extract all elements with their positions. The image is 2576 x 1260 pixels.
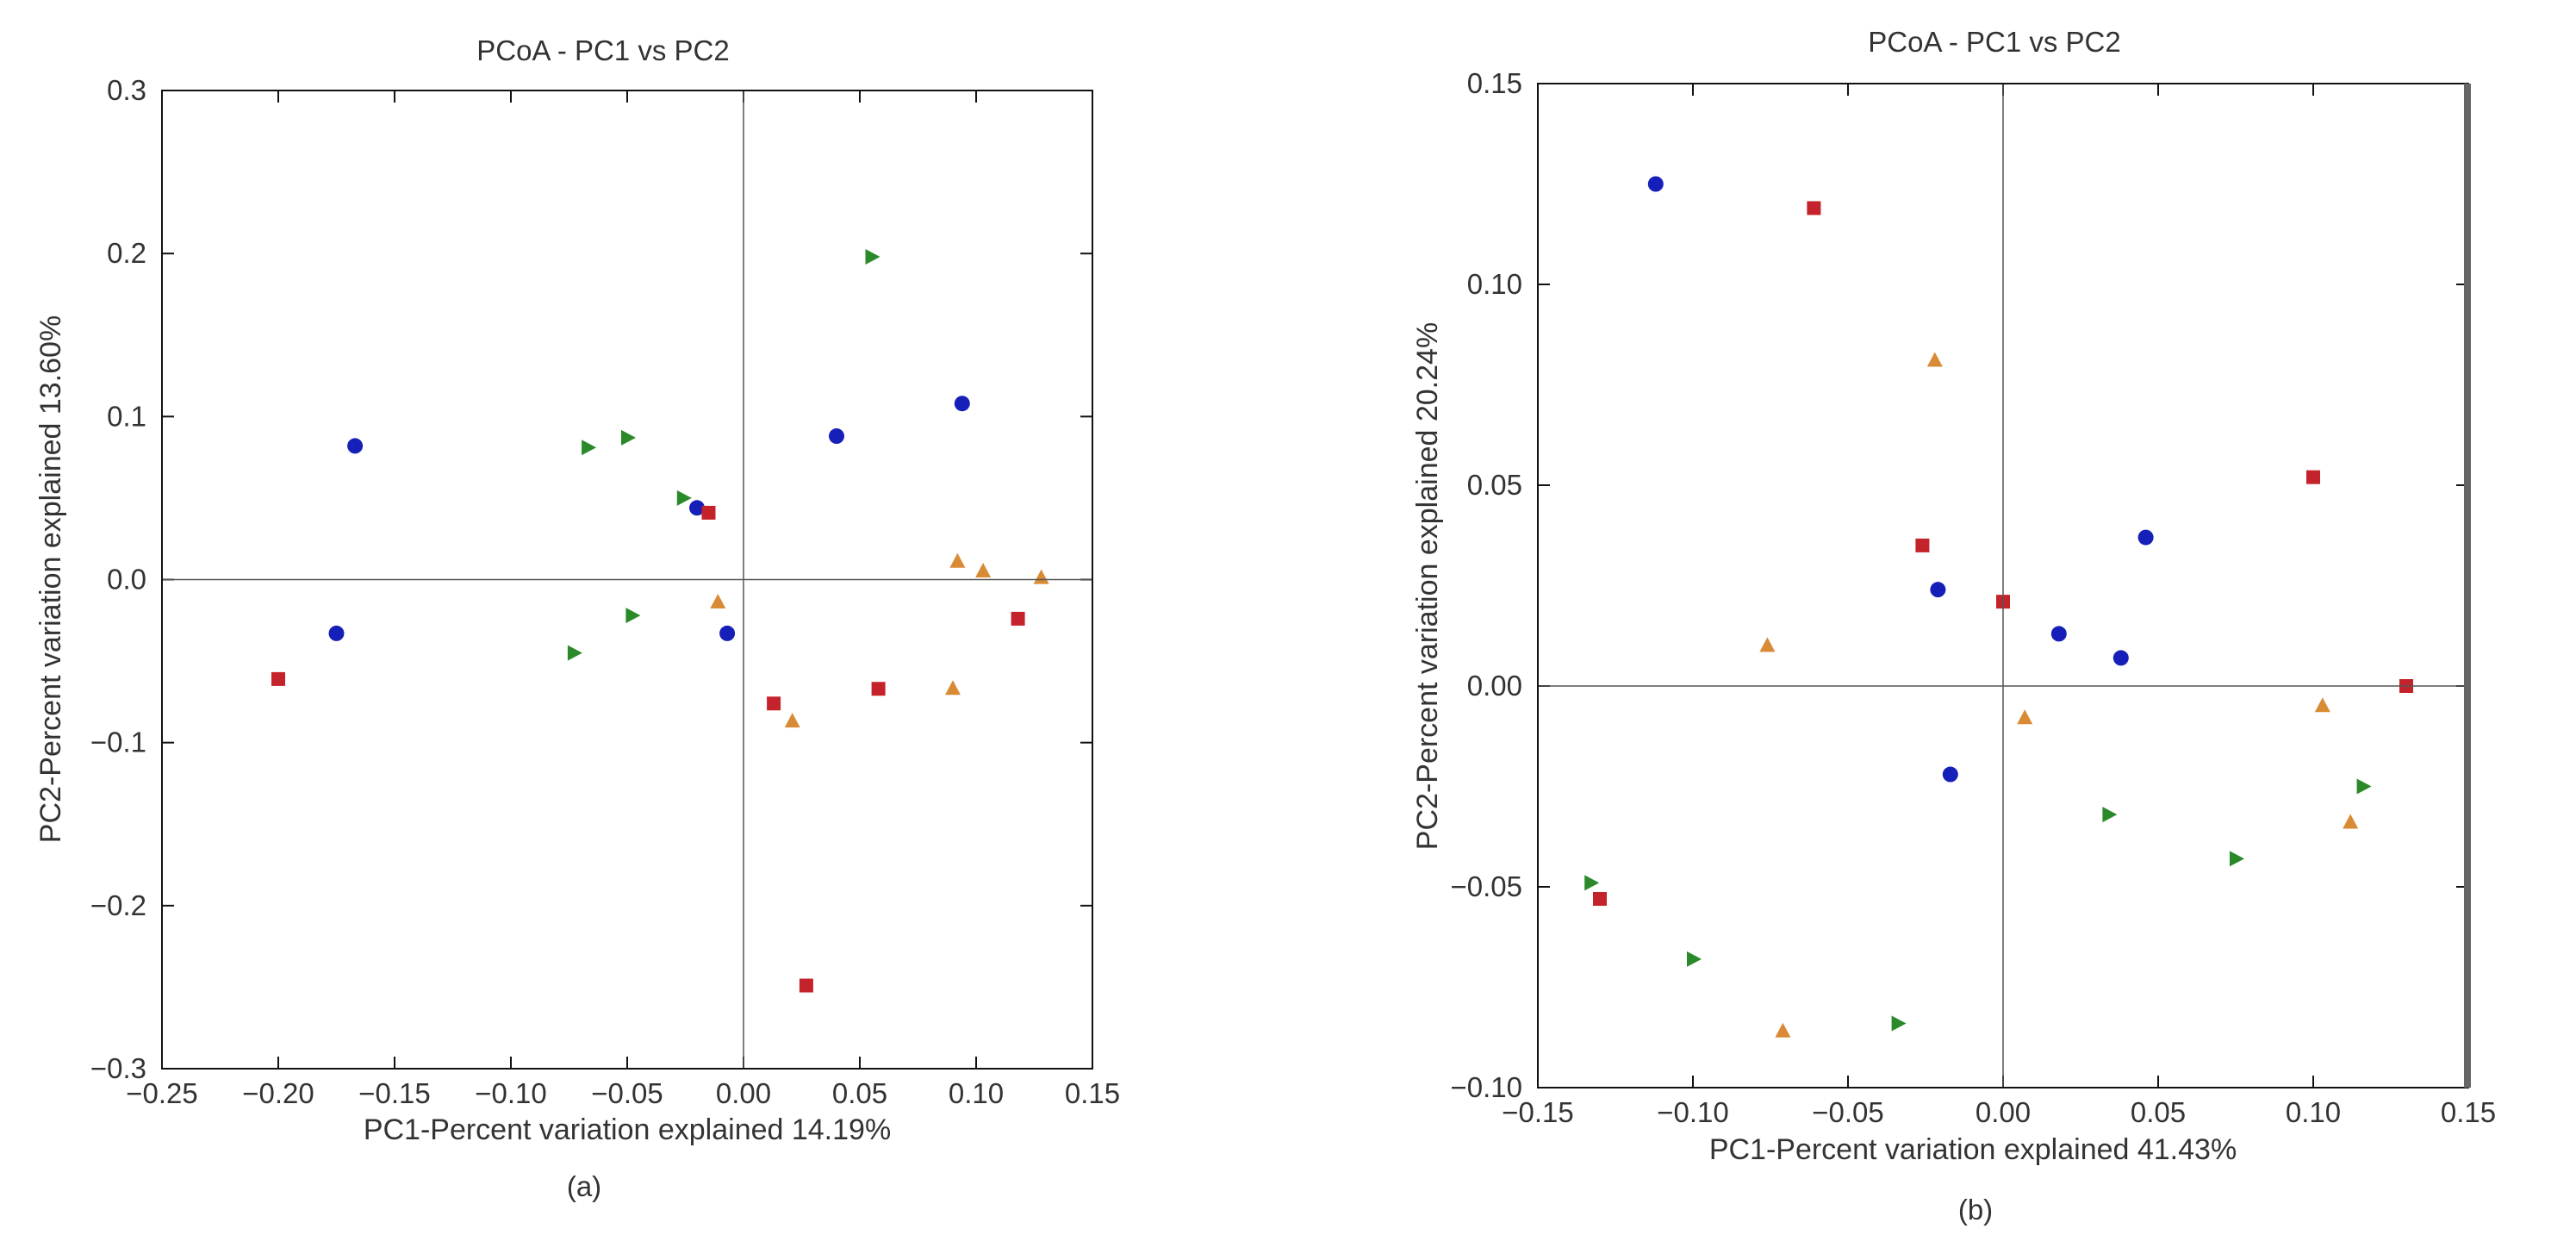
panel-a-point-triangle-up <box>949 552 966 568</box>
panel-a-xtick-label: 0.00 <box>716 1077 771 1109</box>
panel-a-point-triangle-right <box>865 248 880 265</box>
panel-b-point-triangle-up <box>1759 637 1776 652</box>
panel-b-xtick-label: −0.15 <box>1502 1096 1574 1128</box>
panel-a-point-square <box>871 682 886 696</box>
panel-b-point-triangle-up <box>2343 814 2359 829</box>
panel-b-xtick-label: −0.10 <box>1657 1096 1729 1128</box>
panel-a-point-square <box>1011 611 1025 626</box>
panel-a-caption: (a) <box>567 1170 601 1202</box>
panel-a-point-circle <box>689 500 705 516</box>
panel-a-point-triangle-right <box>625 608 641 624</box>
panel-b-ticks: −0.15 −0.10 −0.05 0.00 0.05 0.10 0.15−0.10−0.0… <box>1451 67 2497 1128</box>
panel-b-ytick-label: 0.15 <box>1467 67 1522 99</box>
panel-b-point-circle <box>1647 176 1664 192</box>
panel-b-point-triangle-right <box>2102 807 2118 823</box>
panel-a-ytick-label: 0.0 <box>107 564 146 596</box>
panel-b-point-triangle-right <box>2230 851 2244 867</box>
panel-b-xtick-label: 0.10 <box>2286 1096 2341 1128</box>
panel-a-point-triangle-up <box>710 593 726 608</box>
panel-a-point-circle <box>829 428 844 445</box>
panel-a-point-triangle-up <box>1033 569 1049 584</box>
panel-b-point-triangle-right <box>1687 951 1702 967</box>
panel-b-ytick-label: 0.05 <box>1467 469 1522 501</box>
panel-a-point-circle <box>719 625 736 641</box>
panel-b-chart: PCoA - PC1 vs PC2 −0.15 −0.10 −0.05 0.00 0.0… <box>1411 26 2496 1226</box>
panel-b-markers <box>1584 176 2413 1038</box>
panel-a-xtick-label: 0.15 <box>1065 1077 1120 1109</box>
panel-a-point-triangle-up <box>945 680 961 695</box>
panel-b-point-square <box>1593 891 1607 906</box>
panel-a-xtick-label: −0.10 <box>475 1077 547 1109</box>
panel-a-ytick-label: 0.1 <box>107 400 146 432</box>
panel-a-xtick-label: −0.25 <box>126 1077 198 1109</box>
panel-b-point-square <box>2306 470 2320 484</box>
panel-a-point-square <box>799 978 813 993</box>
panel-a-point-triangle-right <box>676 490 692 506</box>
panel-b-ylabel: PC2-Percent variation explained 20.24% <box>1411 322 1444 850</box>
panel-a-point-triangle-right <box>621 429 636 446</box>
panel-a-point-square <box>271 671 285 686</box>
panel-a-ytick-label: −0.2 <box>90 889 146 921</box>
panel-b-point-triangle-up <box>2314 697 2330 713</box>
panel-a-ytick-label: −0.1 <box>90 727 146 758</box>
panel-b-xtick-label: −0.05 <box>1812 1096 1884 1128</box>
panel-a-title: PCoA - PC1 vs PC2 <box>476 34 729 66</box>
panel-b-ytick-label: 0.10 <box>1467 268 1522 300</box>
panel-a-point-triangle-up <box>975 563 992 578</box>
panel-b-ytick-label: −0.10 <box>1451 1071 1523 1103</box>
panel-b-point-triangle-up <box>1775 1022 1791 1038</box>
panel-b-point-square <box>1915 538 1930 552</box>
panel-a-point-circle <box>954 396 970 412</box>
panel-a-point-square <box>767 696 781 711</box>
panel-a-ticks: −0.25 −0.20 −0.15 −0.10 −0.05 0.00 0.05 0.10 0.1… <box>90 74 1120 1109</box>
panel-b-xlabel: PC1-Percent variation explained 41.43% <box>1709 1133 2237 1166</box>
panel-b-point-circle <box>2050 626 2067 642</box>
panel-b-xtick-label: 0.15 <box>2441 1096 2496 1128</box>
panel-b-right-border <box>2464 84 2471 1088</box>
panel-b-point-triangle-right <box>1584 875 1600 891</box>
panel-b-point-circle <box>1942 766 1958 783</box>
panel-a-ytick-label: −0.3 <box>90 1052 146 1084</box>
panel-a-point-triangle-right <box>567 645 582 661</box>
panel-a-xlabel: PC1-Percent variation explained 14.19% <box>364 1113 891 1146</box>
panel-b-point-triangle-up <box>1926 352 1943 367</box>
panel-b-point-circle <box>2112 650 2129 666</box>
panel-a-xtick-label: −0.15 <box>358 1077 431 1109</box>
panel-b-ytick-label: −0.05 <box>1451 870 1523 902</box>
panel-b-xtick-label: 0.05 <box>2131 1096 2186 1128</box>
panel-a-point-triangle-right <box>582 440 597 456</box>
panel-a-frame <box>161 90 1093 1070</box>
panel-b-point-square <box>1807 201 1821 215</box>
panel-b-caption: (b) <box>1958 1194 1993 1226</box>
panel-a-xtick-label: −0.20 <box>242 1077 314 1109</box>
panel-a-xtick-label: −0.05 <box>591 1077 663 1109</box>
panel-a-ytick-label: 0.3 <box>107 74 146 106</box>
panel-a-ytick-label: 0.2 <box>107 237 146 269</box>
panel-a-point-square <box>701 505 716 520</box>
panel-b-xtick-label: 0.00 <box>1976 1096 2031 1128</box>
panel-b-point-triangle-right <box>1891 1015 1907 1032</box>
panel-a-chart: PCoA - PC1 vs PC2 −0.25 −0.20 −0.15 −0.10 −0… <box>34 34 1120 1202</box>
panel-b-title: PCoA - PC1 vs PC2 <box>1868 26 2120 58</box>
panel-b-point-circle <box>2137 529 2154 546</box>
panel-b-point-triangle-up <box>2017 709 2033 725</box>
panel-b-ytick-label: 0.00 <box>1467 670 1522 702</box>
panel-a-point-circle <box>347 438 364 454</box>
panel-a-xtick-label: 0.05 <box>832 1077 887 1109</box>
panel-a-point-triangle-up <box>784 713 800 728</box>
panel-a-ylabel: PC2-Percent variation explained 13.60% <box>34 315 67 843</box>
panel-b-point-circle <box>1930 582 1946 598</box>
panel-a-xtick-label: 0.10 <box>949 1077 1004 1109</box>
panel-a-markers <box>271 248 1049 993</box>
panel-a-point-circle <box>328 625 345 641</box>
panel-b-point-triangle-right <box>2356 778 2372 795</box>
